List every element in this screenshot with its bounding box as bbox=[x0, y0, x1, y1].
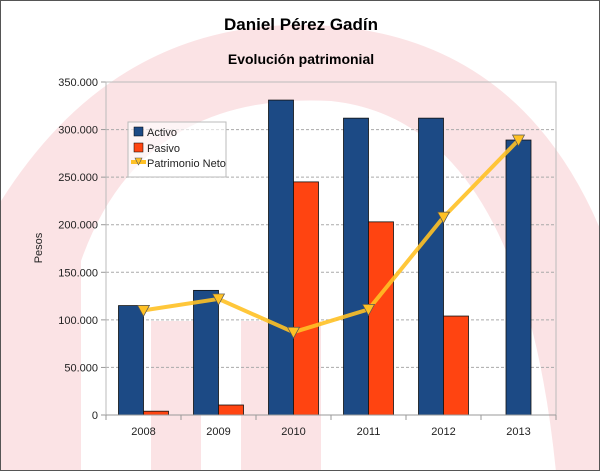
bar-activo-2012 bbox=[418, 117, 444, 416]
point-patrimonio-neto-2012 bbox=[436, 211, 451, 224]
legend-label-activo: Activo bbox=[147, 127, 177, 139]
x-tick-label: 2008 bbox=[131, 426, 155, 438]
y-tick-label: 350.000 bbox=[58, 77, 98, 89]
y-tick-label: 150.000 bbox=[58, 267, 98, 279]
point-patrimonio-neto-2008 bbox=[136, 304, 151, 318]
bar-pasivo-2010 bbox=[293, 181, 319, 416]
series-line-patrimonio-neto bbox=[143, 138, 520, 335]
bar-activo-2008 bbox=[118, 305, 144, 416]
bar-pasivo-2011 bbox=[368, 221, 394, 416]
x-tick-label: 2013 bbox=[506, 426, 530, 438]
x-tick-label: 2011 bbox=[357, 426, 381, 438]
bar-pasivo-2012 bbox=[443, 315, 469, 416]
bar-activo-2010 bbox=[268, 99, 294, 416]
chart-subtitle: Evolución patrimonial bbox=[228, 51, 374, 67]
y-axis-label: Pesos bbox=[33, 232, 45, 263]
y-tick-label: 200.000 bbox=[58, 220, 98, 232]
y-tick-label: 300.000 bbox=[58, 125, 98, 137]
bar-activo-2013 bbox=[505, 139, 532, 416]
bar-pasivo-2009 bbox=[218, 404, 244, 416]
point-patrimonio-neto-2010 bbox=[286, 326, 301, 339]
y-tick-label: 250.000 bbox=[58, 172, 98, 184]
chart-title: Daniel Pérez Gadín bbox=[224, 15, 378, 34]
bar-activo-2011 bbox=[343, 117, 369, 416]
legend-swatch-activo bbox=[133, 126, 144, 137]
x-tick-label: 2009 bbox=[206, 426, 230, 438]
legend-label-pasivo: Pasivo bbox=[147, 143, 180, 155]
bar-pasivo-2008 bbox=[143, 410, 169, 416]
x-tick-label: 2010 bbox=[281, 426, 305, 438]
legend: Activo Pasivo Patrimonio Neto bbox=[127, 121, 227, 178]
point-patrimonio-neto-2013 bbox=[511, 134, 526, 147]
bar-activo-2009 bbox=[193, 289, 219, 416]
x-tick-label: 2012 bbox=[431, 426, 455, 438]
legend-swatch-pasivo bbox=[133, 142, 144, 153]
point-patrimonio-neto-2009 bbox=[211, 293, 226, 306]
y-tick-label: 50.000 bbox=[64, 362, 98, 374]
y-tick-label: 100.000 bbox=[58, 315, 98, 327]
point-patrimonio-neto-2011 bbox=[361, 304, 376, 317]
legend-label-neto: Patrimonio Neto bbox=[147, 158, 226, 170]
y-tick-label: 0 bbox=[92, 410, 98, 422]
